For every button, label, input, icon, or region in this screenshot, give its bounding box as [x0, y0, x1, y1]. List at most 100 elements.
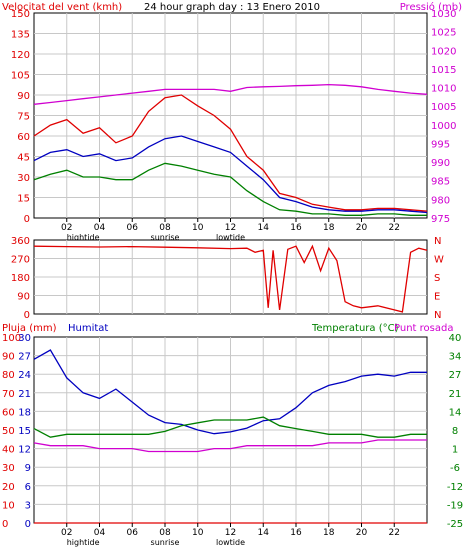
wind-ytick-label: 135	[11, 30, 30, 41]
rain-ytick-label: 90	[2, 352, 15, 363]
temperature-ytick-label: 21	[449, 389, 462, 400]
wind-series-line	[33, 94, 428, 212]
humidity-ytick-label: 21	[18, 389, 31, 400]
wind-axis-label: Velocitat del vent (kmh)	[2, 2, 122, 13]
pressure-series-line	[33, 83, 428, 105]
rain-ytick-label: 0	[2, 519, 8, 530]
humidity-ytick-label: 3	[25, 500, 31, 511]
rain-ytick-label: 80	[2, 370, 15, 381]
pressure-ytick-label: 975	[431, 214, 450, 225]
temperature-xtick-label: 20	[356, 528, 368, 538]
wind_low-series-line	[33, 162, 427, 216]
direction-ytick-label: 90	[17, 292, 30, 303]
pressure-ytick-label: 1000	[431, 121, 456, 132]
chart-title: 24 hour graph day : 13 Enero 2010	[144, 2, 320, 13]
wind-xtick-label: 04	[94, 223, 106, 233]
direction-ytick-label: 270	[11, 255, 30, 266]
humidity-ytick-label: 18	[18, 407, 31, 418]
humidity-series-line	[33, 349, 427, 435]
humidity-axis-label: Humitat	[68, 323, 108, 334]
direction-ytick-label: 0	[24, 310, 30, 321]
temperature-xtick-label: 02	[61, 528, 72, 538]
pressure-ytick-label: 1015	[431, 65, 456, 76]
rain-axis-label: Pluja (mm)	[2, 323, 57, 334]
pressure-ytick-label: 1005	[431, 102, 456, 113]
wind-annotation-lowtide: lowtide	[216, 233, 245, 242]
temperature-annotation-hightide: hightide	[67, 538, 100, 547]
direction-compass-label: N	[434, 310, 441, 321]
humidity-ytick-label: 9	[25, 463, 31, 474]
temperature-ytick-label: 14	[449, 407, 462, 418]
temperature-xtick-label: 12	[225, 528, 236, 538]
pressure-ytick-label: 980	[431, 195, 450, 206]
wind-ytick-label: 0	[24, 214, 30, 225]
humidity-ytick-label: 12	[18, 445, 31, 456]
pressure-ytick-label: 1010	[431, 84, 456, 95]
temperature-xtick-label: 06	[127, 528, 139, 538]
wind-ytick-label: 75	[17, 112, 30, 123]
temperature-ytick-label: 27	[449, 370, 462, 381]
wind-ytick-label: 150	[11, 9, 30, 20]
pressure-ytick-label: 1020	[431, 46, 456, 57]
rain-ytick-label: 60	[2, 407, 15, 418]
temperature-annotation-sunrise: sunrise	[151, 538, 180, 547]
temperature-xtick-label: 08	[159, 528, 171, 538]
rain-ytick-label: 70	[2, 389, 15, 400]
temperature-ytick-label: 34	[449, 352, 462, 363]
wind-ytick-label: 90	[17, 91, 30, 102]
temperature-axis-label: Temperatura (°C)	[311, 323, 399, 334]
dewpoint-axis-label: Punt rosada	[394, 323, 453, 334]
wind-ytick-label: 105	[11, 71, 30, 82]
pressure-ytick-label: 1030	[431, 9, 456, 20]
gust_avg-series-line	[33, 135, 428, 214]
wind-xtick-label: 22	[389, 223, 400, 233]
wind-annotation-sunrise: sunrise	[151, 233, 180, 242]
wind-xtick-label: 08	[159, 223, 171, 233]
wind-ytick-label: 15	[17, 194, 30, 205]
temperature-xtick-label: 04	[94, 528, 106, 538]
direction-compass-label: W	[434, 255, 444, 266]
temperature-xtick-label: 14	[258, 528, 270, 538]
temperature-ytick-label: -12	[447, 482, 463, 493]
wind-direction-series-line	[33, 244, 428, 313]
dewpoint-series-line	[33, 439, 427, 453]
humidity-ytick-label: 15	[18, 426, 31, 437]
wind-xtick-label: 18	[323, 223, 335, 233]
humidity-ytick-label: 24	[18, 370, 31, 381]
wind-xtick-label: 12	[225, 223, 236, 233]
wind-xtick-label: 02	[61, 223, 72, 233]
temperature-xtick-label: 10	[192, 528, 204, 538]
direction-ytick-label: 180	[11, 273, 30, 284]
temperature-xtick-label: 16	[290, 528, 302, 538]
humidity-ytick-label: 6	[25, 482, 31, 493]
temperature-xtick-label: 18	[323, 528, 335, 538]
wind-ytick-label: 120	[11, 50, 30, 61]
humidity-ytick-label: 0	[25, 519, 31, 530]
temperature-ytick-label: -25	[447, 519, 463, 530]
direction-ytick-label: 360	[11, 236, 30, 247]
temperature-series-line	[33, 416, 427, 438]
pressure-ytick-label: 1025	[431, 28, 456, 39]
wind-xtick-label: 20	[356, 223, 368, 233]
temperature-ytick-label: -19	[447, 500, 463, 511]
wind-xtick-label: 16	[290, 223, 302, 233]
temperature-xtick-label: 22	[389, 528, 400, 538]
wind-xtick-label: 06	[127, 223, 139, 233]
direction-compass-label: N	[434, 236, 441, 247]
humidity-ytick-label: 30	[18, 333, 31, 344]
pressure-axis-label: Pressió (mb)	[400, 1, 462, 13]
temperature-ytick-label: 8	[452, 426, 458, 437]
pressure-ytick-label: 985	[431, 177, 450, 188]
direction-compass-label: S	[434, 273, 440, 284]
rain-ytick-label: 40	[2, 445, 15, 456]
temperature-ytick-label: -6	[450, 463, 460, 474]
wind-annotation-hightide: hightide	[67, 233, 100, 242]
rain-ytick-label: 10	[2, 500, 15, 511]
rain-ytick-label: 20	[2, 482, 15, 493]
rain-ytick-label: 100	[2, 333, 21, 344]
wind-ytick-label: 60	[17, 132, 30, 143]
rain-ytick-label: 50	[2, 426, 15, 437]
wind-xtick-label: 10	[192, 223, 204, 233]
